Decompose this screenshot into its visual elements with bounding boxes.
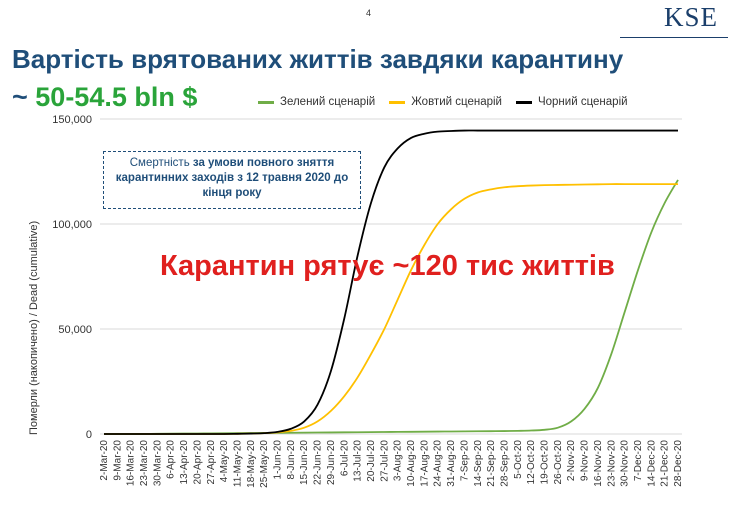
subtitle-tilde: ~ (12, 82, 36, 112)
annotation-bold-text: за умови повного зняття карантинних захо… (115, 157, 349, 199)
x-tick-label: 27-Apr-20 (206, 440, 217, 485)
x-tick-label: 20-Jul-20 (366, 440, 377, 482)
x-tick-label: 8-Jun-20 (286, 440, 297, 480)
legend-item-green: Зелений сценарій (258, 96, 375, 108)
kse-logo: KSE (664, 2, 719, 32)
x-tick-label: 14-Sep-20 (473, 440, 484, 487)
x-tick-label: 28-Sep-20 (499, 440, 510, 487)
series-line-black (104, 129, 678, 435)
x-tick-label: 9-Nov-20 (580, 440, 591, 482)
legend-item-yellow: Жовтий сценарій (389, 96, 502, 108)
slide-title: Вартість врятованих життів завдяки каран… (12, 44, 624, 74)
y-axis-title: Померли (накопичено) / Dead (cumulative) (28, 220, 40, 435)
page-number: 4 (366, 8, 372, 18)
x-tick-label: 16-Nov-20 (593, 440, 604, 487)
lives-saved-annotation: Карантин рятує ~120 тис життів (160, 250, 615, 282)
legend-label-black: Чорний сценарій (537, 96, 628, 108)
x-tick-layer: 2-Mar-20 9-Mar-20 16-Mar-20 23-Mar-20 30-Mar… (99, 440, 684, 488)
series-layer (104, 129, 679, 435)
x-tick-label: 11-May-20 (232, 440, 243, 487)
x-tick-label: 21-Dec-20 (660, 440, 671, 487)
x-tick-label: 30-Nov-20 (620, 440, 631, 487)
x-tick-label: 26-Oct-20 (553, 440, 564, 485)
y-tick-label: 100,000 (52, 219, 92, 231)
x-tick-label: 19-Oct-20 (540, 440, 551, 485)
annotation-prefix: Смертність (129, 157, 193, 169)
y-tick-label: 150,000 (52, 114, 92, 126)
legend-item-black: Чорний сценарій (515, 96, 628, 108)
x-tick-label: 6-Apr-20 (166, 440, 177, 479)
series-line-yellow (104, 183, 678, 435)
chart-legend: Зелений сценарій Жовтий сценарій Чорний … (258, 96, 642, 108)
x-tick-label: 6-Jul-20 (339, 440, 350, 477)
x-tick-label: 5-Oct-20 (513, 440, 524, 479)
x-tick-label: 1-Jun-20 (273, 440, 284, 480)
x-tick-label: 16-Mar-20 (126, 440, 137, 487)
x-tick-label: 23-Mar-20 (139, 440, 150, 487)
x-tick-label: 24-Aug-20 (433, 440, 444, 487)
legend-label-green: Зелений сценарій (280, 96, 376, 108)
x-tick-label: 12-Oct-20 (526, 440, 537, 485)
legend-swatch-green (258, 100, 274, 104)
logo-underline (620, 37, 728, 38)
x-tick-label: 29-Jun-20 (326, 440, 337, 485)
x-tick-label: 14-Dec-20 (646, 440, 657, 487)
slide-subtitle: ~ 50-54.5 bln $ (12, 82, 197, 113)
x-tick-label: 3-Aug-20 (393, 440, 404, 482)
x-tick-label: 4-May-20 (219, 440, 230, 483)
x-tick-label: 28-Dec-20 (673, 440, 684, 487)
x-tick-label: 9-Mar-20 (112, 440, 123, 481)
x-tick-label: 30-Mar-20 (152, 440, 163, 487)
x-tick-label: 25-May-20 (259, 440, 270, 488)
x-tick-label: 2-Nov-20 (566, 440, 577, 482)
y-tick-label: 0 (86, 429, 92, 441)
x-tick-label: 18-May-20 (246, 440, 257, 488)
legend-label-yellow: Жовтий сценарій (411, 96, 502, 108)
y-tick-label: 50,000 (58, 324, 92, 336)
x-tick-label: 2-Mar-20 (99, 440, 110, 481)
series-line-green (104, 179, 679, 435)
y-tick-layer: 0 50,000 100,000 150,000 (52, 114, 92, 441)
x-tick-label: 7-Sep-20 (459, 440, 470, 482)
x-tick-label: 7-Dec-20 (633, 440, 644, 482)
x-tick-label: 20-Apr-20 (192, 440, 203, 485)
x-tick-label: 27-Jul-20 (379, 440, 390, 482)
x-tick-label: 13-Apr-20 (179, 440, 190, 485)
legend-swatch-black (515, 100, 532, 104)
x-tick-label: 31-Aug-20 (446, 440, 457, 487)
x-tick-label: 17-Aug-20 (419, 440, 430, 487)
x-tick-label: 13-Jul-20 (353, 440, 364, 482)
x-tick-label: 23-Nov-20 (606, 440, 617, 487)
x-tick-label: 15-Jun-20 (299, 440, 310, 485)
x-tick-label: 22-Jun-20 (313, 440, 324, 485)
x-tick-label: 21-Sep-20 (486, 440, 497, 487)
x-tick-label: 10-Aug-20 (406, 440, 417, 487)
scenario-annotation-box: Смертність за умови повного зняття каран… (103, 151, 361, 209)
legend-swatch-yellow (389, 100, 406, 104)
subtitle-amount: 50-54.5 bln $ (35, 82, 198, 112)
